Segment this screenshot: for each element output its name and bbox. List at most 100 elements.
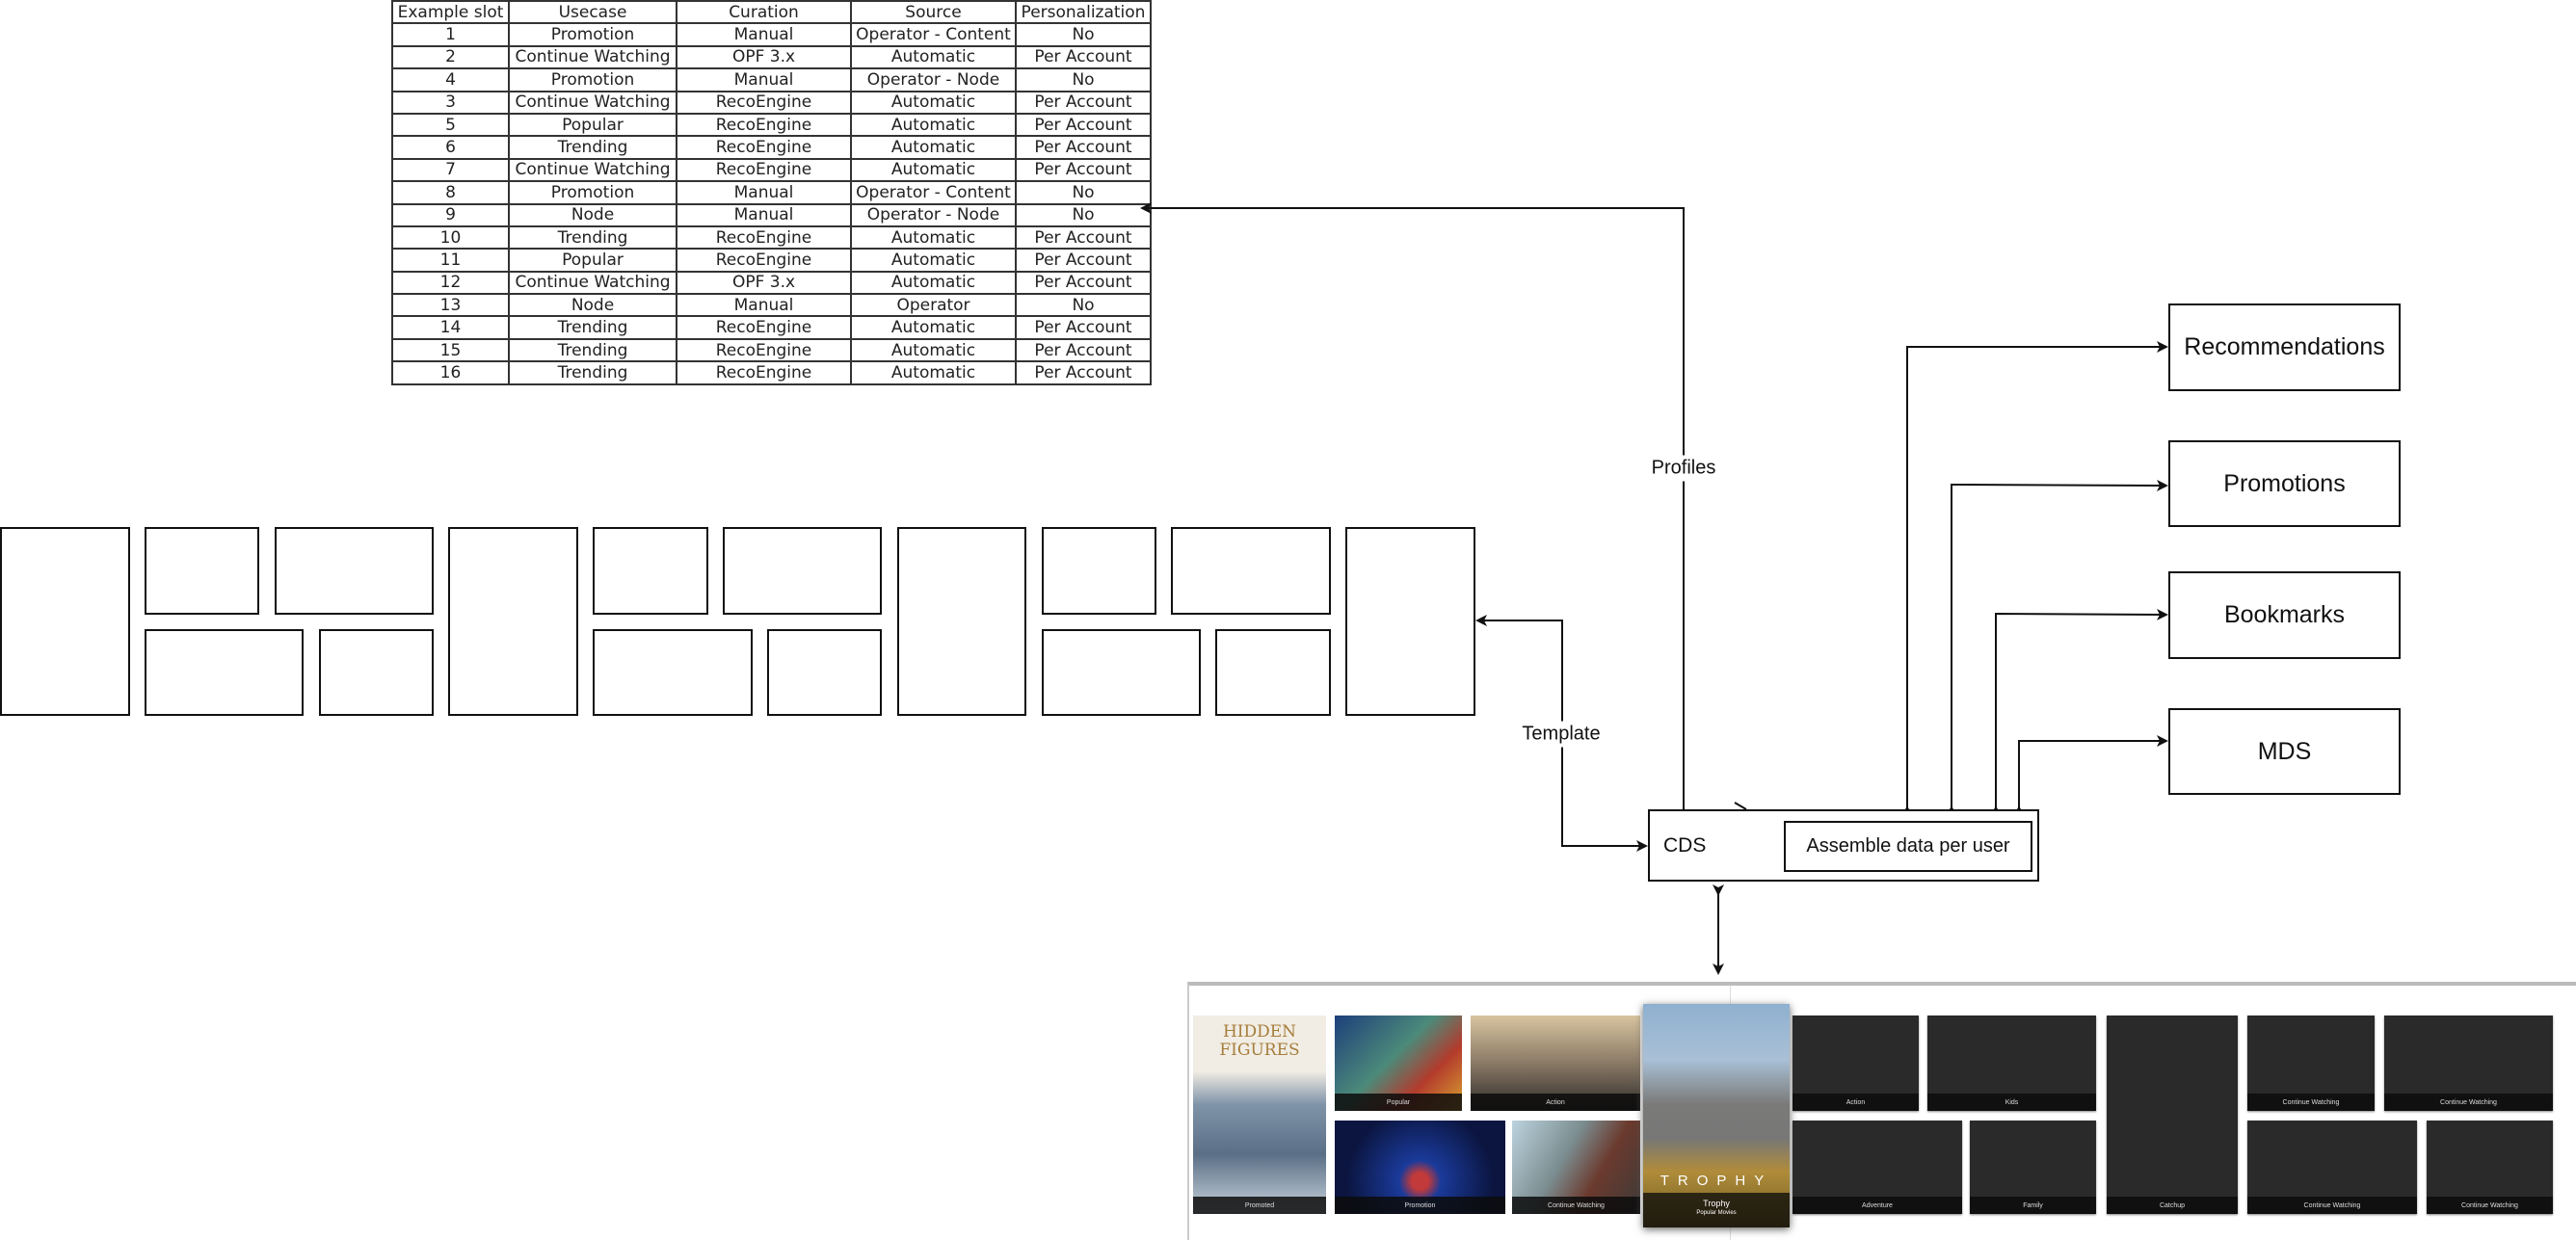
column-header: Source bbox=[850, 0, 1017, 25]
table-cell: Operator - Node bbox=[850, 67, 1017, 92]
table-cell: Trending bbox=[508, 135, 677, 160]
mds-box: MDS bbox=[2168, 708, 2401, 795]
table-cell: Per Account bbox=[1015, 44, 1152, 70]
template-edge-label: Template bbox=[1522, 721, 1601, 748]
table-cell: 3 bbox=[391, 90, 510, 115]
template-slot bbox=[319, 629, 434, 716]
table-header-row: Example slot Usecase Curation Source Persona… bbox=[391, 0, 1152, 25]
table-cell: Manual bbox=[676, 67, 852, 92]
table-cell: Promotion bbox=[508, 180, 677, 205]
table-cell: OPF 3.x bbox=[676, 270, 852, 296]
table-cell: No bbox=[1015, 22, 1152, 47]
table-row: 1 Promotion Manual Operator - Content No bbox=[391, 22, 1152, 47]
table-cell: Manual bbox=[676, 180, 852, 205]
continue-watching-tile[interactable]: Continue Watching bbox=[1512, 1121, 1640, 1214]
table-cell: Per Account bbox=[1015, 270, 1152, 296]
table-cell: 13 bbox=[391, 293, 510, 318]
table-cell: Popular bbox=[508, 112, 677, 138]
mds-connector bbox=[2013, 735, 2168, 817]
column-header: Usecase bbox=[508, 0, 677, 25]
table-row: 8 Promotion Manual Operator - Content No bbox=[391, 180, 1152, 205]
column-header: Curation bbox=[676, 0, 852, 25]
action-tile-placeholder[interactable]: Action bbox=[1793, 1016, 1919, 1111]
table-cell: Trending bbox=[508, 337, 677, 363]
template-slot bbox=[1042, 527, 1156, 615]
table-cell: No bbox=[1015, 180, 1152, 205]
tile-caption: Continue Watching bbox=[2427, 1197, 2553, 1214]
table-cell: Manual bbox=[676, 202, 852, 227]
table-cell: 9 bbox=[391, 202, 510, 227]
template-slot bbox=[1171, 527, 1331, 615]
table-cell: Per Account bbox=[1015, 248, 1152, 273]
table-row: 4 Promotion Manual Operator - Node No bbox=[391, 67, 1152, 92]
tile-caption: Action bbox=[1793, 1094, 1919, 1111]
table-cell: RecoEngine bbox=[676, 112, 852, 138]
table-cell: Automatic bbox=[850, 157, 1017, 183]
table-cell: Operator - Node bbox=[850, 202, 1017, 227]
action-tile[interactable]: Action bbox=[1471, 1016, 1640, 1111]
template-slot bbox=[897, 527, 1026, 716]
table-row: 9 Node Manual Operator - Node No bbox=[391, 202, 1152, 227]
table-row: 14 Trending RecoEngine Automatic Per Account bbox=[391, 315, 1152, 340]
continue-watching-tile[interactable]: Continue Watching bbox=[2247, 1016, 2375, 1111]
table-cell: RecoEngine bbox=[676, 90, 852, 115]
table-row: 12 Continue Watching OPF 3.x Automatic Per A… bbox=[391, 270, 1152, 296]
table-row: 7 Continue Watching RecoEngine Automatic Per… bbox=[391, 157, 1152, 183]
featured-caption: Trophy Popular Movies bbox=[1643, 1193, 1790, 1227]
assemble-data-box: Assemble data per user bbox=[1784, 821, 2032, 872]
table-cell: 12 bbox=[391, 270, 510, 296]
trophy-featured-tile[interactable]: TROPHY Trophy Popular Movies bbox=[1643, 1004, 1790, 1227]
table-cell: 6 bbox=[391, 135, 510, 160]
promotion-tile[interactable]: Promotion bbox=[1335, 1121, 1505, 1214]
tile-caption: Continue Watching bbox=[2384, 1094, 2553, 1111]
table-cell: Per Account bbox=[1015, 360, 1152, 385]
cds-label: CDS bbox=[1663, 834, 1707, 857]
table-cell: Promotion bbox=[508, 22, 677, 47]
table-cell: RecoEngine bbox=[676, 157, 852, 183]
continue-watching-tile[interactable]: Continue Watching bbox=[2427, 1121, 2553, 1214]
table-cell: RecoEngine bbox=[676, 315, 852, 340]
table-cell: 10 bbox=[391, 224, 510, 251]
table-cell: Per Account bbox=[1015, 90, 1152, 115]
table-cell: RecoEngine bbox=[676, 360, 852, 385]
recommendations-box: Recommendations bbox=[2168, 303, 2401, 391]
family-tile[interactable]: Family bbox=[1970, 1121, 2096, 1214]
table-cell: Trending bbox=[508, 315, 677, 340]
featured-title: Trophy bbox=[1703, 1199, 1730, 1208]
promotions-connector bbox=[1946, 479, 2168, 817]
tile-caption: Continue Watching bbox=[2247, 1197, 2417, 1214]
table-cell: Per Account bbox=[1015, 135, 1152, 160]
continue-watching-tile[interactable]: Continue Watching bbox=[2247, 1121, 2417, 1214]
adventure-tile[interactable]: Adventure bbox=[1793, 1121, 1962, 1214]
table-cell: 11 bbox=[391, 248, 510, 273]
profiles-edge-label: Profiles bbox=[1651, 455, 1716, 482]
column-header: Personalization bbox=[1015, 0, 1152, 25]
table-cell: Manual bbox=[676, 22, 852, 47]
tile-caption: Family bbox=[1970, 1197, 2096, 1214]
kids-tile[interactable]: Kids bbox=[1927, 1016, 2096, 1111]
table-cell: Continue Watching bbox=[508, 270, 677, 296]
tile-caption: Promoted bbox=[1193, 1197, 1326, 1214]
table-cell: Automatic bbox=[850, 360, 1017, 385]
continue-watching-tile[interactable]: Continue Watching bbox=[2384, 1016, 2553, 1111]
tile-caption: Adventure bbox=[1793, 1197, 1962, 1214]
table-row: 11 Popular RecoEngine Automatic Per Account bbox=[391, 248, 1152, 273]
popular-tile[interactable]: Popular bbox=[1335, 1016, 1462, 1111]
cds-box: CDS Assemble data per user bbox=[1648, 809, 2039, 882]
table-cell: Automatic bbox=[850, 90, 1017, 115]
table-cell: Node bbox=[508, 202, 677, 227]
promotions-box: Promotions bbox=[2168, 440, 2401, 527]
catchup-tile[interactable]: Catchup bbox=[2107, 1016, 2238, 1214]
template-connector-to-cds bbox=[1561, 732, 1648, 852]
slot-table: Example slot Usecase Curation Source Persona… bbox=[391, 0, 1152, 385]
table-cell: 5 bbox=[391, 112, 510, 138]
template-connector-to-layout bbox=[1475, 615, 1563, 732]
table-row: 2 Continue Watching OPF 3.x Automatic Per Ac… bbox=[391, 44, 1152, 70]
table-cell: No bbox=[1015, 202, 1152, 227]
tile-caption: Action bbox=[1471, 1094, 1640, 1111]
tile-caption: Kids bbox=[1927, 1094, 2096, 1111]
trophy-title-art: TROPHY bbox=[1660, 1173, 1773, 1189]
table-cell: Node bbox=[508, 293, 677, 318]
table-cell: 7 bbox=[391, 157, 510, 183]
